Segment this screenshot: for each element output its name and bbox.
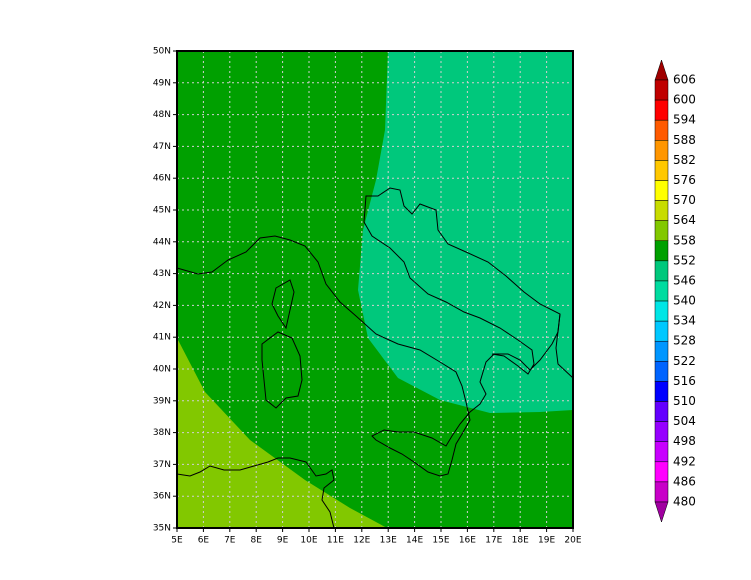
legend-box — [654, 140, 669, 161]
legend-box — [654, 280, 669, 302]
axis-labels: 5E 6E 7E 8E 9E 10E 11E 12E 13E 14E 15E 16E 17E 18E 19E… — [153, 47, 582, 546]
legend-box — [654, 441, 669, 463]
legend-box — [654, 381, 669, 402]
lon-label: 15E — [432, 536, 449, 546]
lon-label: 10E — [300, 536, 317, 546]
legend-label: 582 — [673, 153, 696, 167]
legend-box — [654, 79, 669, 101]
legend-box — [654, 240, 669, 262]
lon-label: 17E — [485, 536, 502, 546]
legend-label: 510 — [673, 394, 696, 408]
lat-label: 38N — [153, 428, 171, 438]
legend-box — [654, 320, 669, 342]
legend-label: 588 — [673, 133, 696, 147]
lon-label: 6E — [198, 536, 210, 546]
lon-label: 9E — [277, 536, 289, 546]
lon-label: 18E — [512, 536, 529, 546]
lat-label: 36N — [153, 492, 171, 502]
lat-label: 45N — [153, 206, 171, 216]
legend-box — [654, 401, 669, 422]
lat-label: 39N — [153, 396, 171, 406]
arrow-top — [654, 59, 669, 81]
lat-label: 35N — [153, 524, 171, 534]
legend-label: 564 — [673, 213, 696, 227]
legend-box — [654, 361, 669, 382]
lat-label: 37N — [153, 460, 171, 470]
legend-box — [654, 160, 669, 181]
legend-box — [654, 220, 669, 242]
legend-box — [654, 260, 669, 282]
legend-label: 504 — [673, 414, 696, 428]
grid — [177, 51, 573, 528]
legend-box — [654, 340, 669, 362]
lon-label: 11E — [327, 536, 344, 546]
field-558-564 — [177, 338, 387, 528]
legend-label: 606 — [673, 73, 696, 87]
legend-label: 558 — [673, 233, 696, 247]
lon-label: 14E — [406, 536, 423, 546]
map-frame — [176, 50, 574, 529]
legend-label: 546 — [673, 273, 696, 287]
legend-label: 492 — [673, 454, 696, 468]
legend-label: 594 — [673, 113, 696, 127]
color-legend: 606 600 594 588 582 576 570 564 558 552 546 540 534 5… — [654, 59, 696, 523]
lat-label: 43N — [153, 269, 171, 279]
legend-box — [654, 99, 669, 121]
legend-box — [654, 180, 669, 201]
lon-label: 20E — [564, 536, 581, 546]
lon-label: 13E — [380, 536, 397, 546]
legend-label: 576 — [673, 173, 696, 187]
lon-label: 8E — [250, 536, 262, 546]
legend-label: 516 — [673, 374, 696, 388]
lat-label: 48N — [153, 110, 171, 120]
lat-label: 42N — [153, 301, 171, 311]
legend-label: 600 — [673, 93, 696, 107]
lat-label: 44N — [153, 237, 171, 247]
lat-label: 50N — [153, 47, 171, 57]
legend-box — [654, 200, 669, 221]
legend-label: 534 — [673, 314, 696, 328]
lon-label: 5E — [171, 536, 183, 546]
lat-label: 40N — [153, 365, 171, 375]
lon-label: 19E — [538, 536, 555, 546]
legend-label: 522 — [673, 354, 696, 368]
legend-label: 486 — [673, 474, 696, 488]
arrow-bottom — [654, 501, 669, 523]
legend-box — [654, 461, 669, 483]
legend-label: 552 — [673, 253, 696, 267]
legend-label: 570 — [673, 193, 696, 207]
lat-label: 47N — [153, 142, 171, 152]
legend-box — [654, 119, 669, 141]
legend-label: 528 — [673, 334, 696, 348]
field-546-552 — [358, 51, 573, 413]
legend-label: 498 — [673, 434, 696, 448]
lon-label: 16E — [459, 536, 476, 546]
coastlines — [176, 187, 574, 529]
legend-box — [654, 421, 669, 442]
legend-label: 540 — [673, 294, 696, 308]
lon-label: 7E — [224, 536, 236, 546]
legend-box — [654, 481, 669, 503]
lat-label: 46N — [153, 174, 171, 184]
lat-label: 49N — [153, 78, 171, 88]
lon-label: 12E — [353, 536, 370, 546]
legend-label: 480 — [673, 495, 696, 509]
lat-label: 41N — [153, 333, 171, 343]
legend-box — [654, 300, 669, 322]
